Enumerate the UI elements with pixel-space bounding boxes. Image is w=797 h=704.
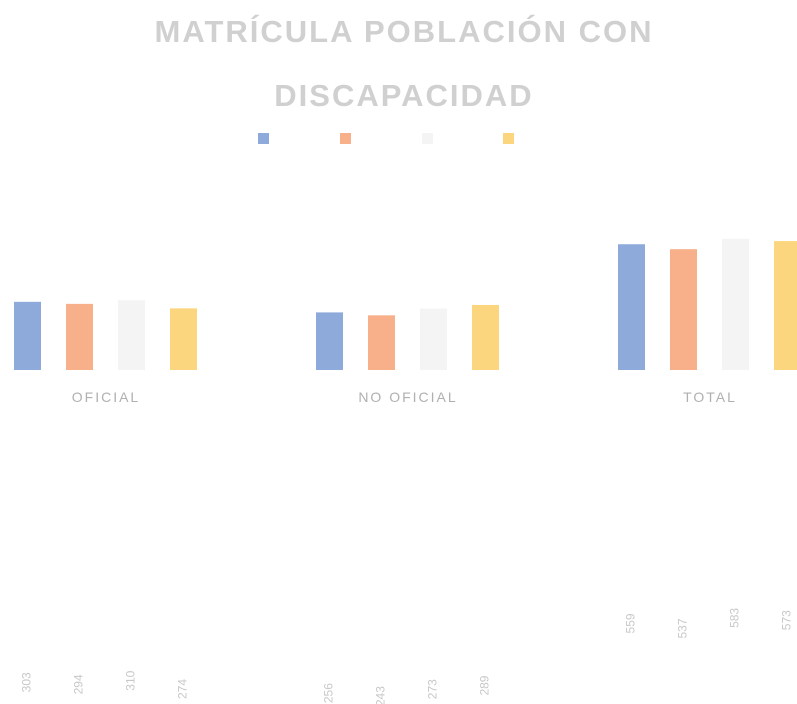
bar <box>118 300 145 370</box>
bar <box>170 308 197 370</box>
bar <box>14 301 41 370</box>
x-tick-label: TOTAL <box>683 389 737 405</box>
chart-title: DISCAPACIDAD <box>274 78 533 113</box>
bar <box>722 238 749 370</box>
data-label: 559 <box>624 613 638 633</box>
data-label: 537 <box>676 618 690 638</box>
x-tick-label: NO OFICIAL <box>358 389 457 405</box>
bar <box>618 244 645 370</box>
bar <box>316 312 343 370</box>
bar <box>66 303 93 370</box>
legend-swatch <box>340 133 351 144</box>
bar <box>670 249 697 370</box>
data-label: 303 <box>20 672 34 692</box>
bar <box>774 241 797 370</box>
data-label: 573 <box>780 610 794 630</box>
x-tick-label: OFICIAL <box>72 389 140 405</box>
data-label: 274 <box>176 679 190 699</box>
data-label: 583 <box>728 608 742 628</box>
data-label: 310 <box>124 670 138 690</box>
legend-swatch <box>503 133 514 144</box>
data-label: 273 <box>426 679 440 699</box>
chart-title: MATRÍCULA POBLACIÓN CON <box>155 13 654 49</box>
data-label: 289 <box>478 675 492 695</box>
bar <box>420 308 447 370</box>
data-label: 256 <box>322 683 336 703</box>
data-label: 243 <box>374 686 388 704</box>
bar <box>472 304 499 370</box>
bar <box>368 315 395 370</box>
legend-swatch <box>422 133 433 144</box>
data-label: 294 <box>72 674 86 694</box>
legend-swatch <box>258 133 269 144</box>
